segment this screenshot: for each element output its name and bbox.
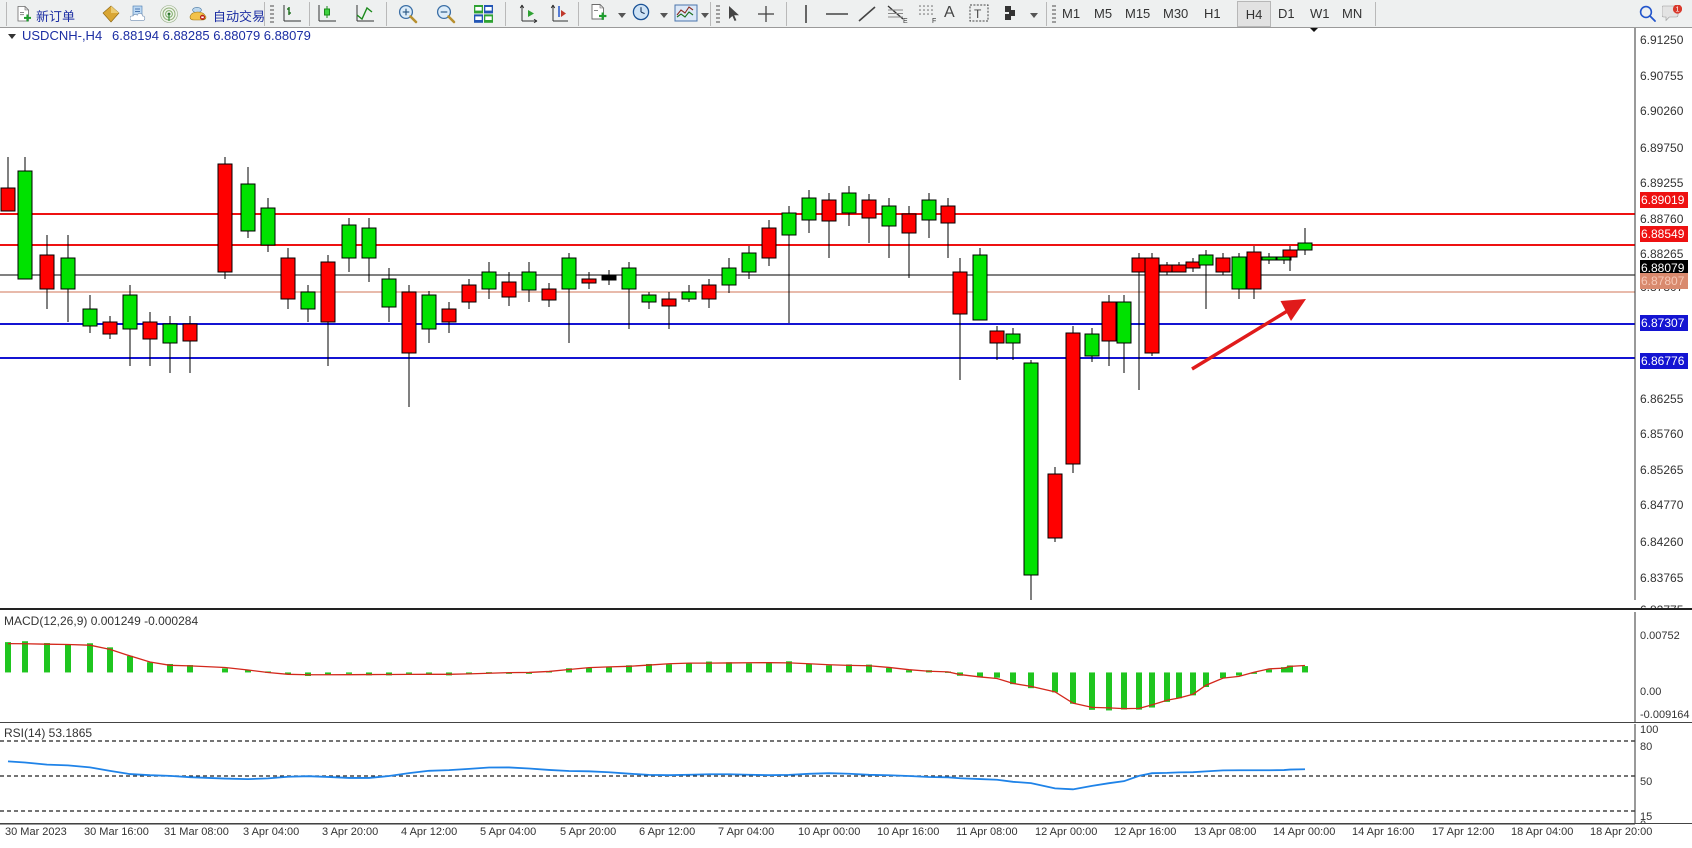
svg-text:F: F xyxy=(932,18,936,24)
svg-text:T: T xyxy=(974,7,982,21)
svg-text:6.88194 6.88285 6.88079 6.8807: 6.88194 6.88285 6.88079 6.88079 xyxy=(112,28,311,43)
svg-text:1: 1 xyxy=(1675,5,1679,14)
svg-text:E: E xyxy=(903,18,908,24)
svg-text:.: . xyxy=(0,28,1,29)
svg-text:USDCNH-,H4: USDCNH-,H4 xyxy=(22,28,102,43)
